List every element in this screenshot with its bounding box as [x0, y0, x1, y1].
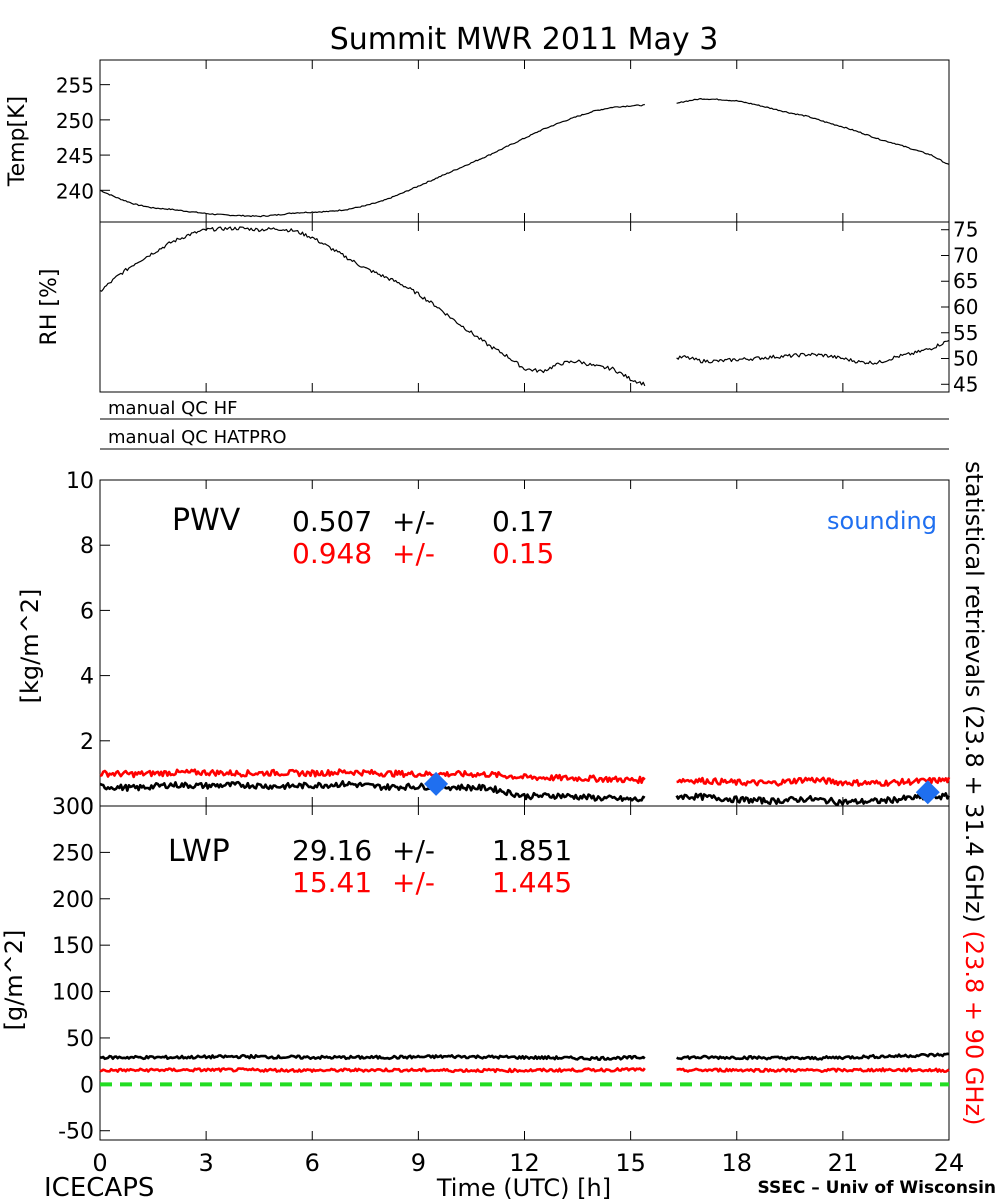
PWV-series-red-segment-1 — [99, 768, 646, 784]
time-axis-tick-label: 6 — [305, 1149, 320, 1177]
time-axis-tick-label: 18 — [721, 1149, 752, 1177]
temperature-ytick-label: 255 — [56, 74, 94, 98]
lwp-stat-black-std: 1.851 — [492, 834, 572, 867]
retrieval-side-label-black: statistical retrievals (23.8 + 31.4 GHz) — [960, 461, 988, 923]
time-axis-tick-label: 12 — [509, 1149, 540, 1177]
temperature-ticks: 240 245 250 255 — [56, 60, 950, 222]
LWP-ytick-label: 150 — [52, 934, 94, 959]
LWP-ytick-label: 250 — [52, 841, 94, 866]
PWV-sounding-marker — [424, 771, 449, 796]
LWP-series-black-segment-2 — [676, 1052, 950, 1061]
lwp-axis-label: [g/m^2] — [0, 930, 28, 1031]
PWV-series-red-segment-2 — [676, 776, 951, 787]
time-axis-tick-label: 15 — [615, 1149, 646, 1177]
manual-qc-rows: manual QC HF manual QC HATPRO — [100, 398, 949, 450]
pwv-stat-red-pm: +/- — [392, 537, 435, 570]
footer-right: SSEC – Univ of Wisconsin — [758, 1178, 996, 1198]
time-axis-tick-label: 9 — [411, 1149, 426, 1177]
sounding-legend: sounding — [827, 507, 937, 535]
temperature-series-black-segment-1 — [99, 103, 645, 218]
PWV-ytick-label: 8 — [80, 534, 94, 559]
LWP-ytick-label: 0 — [80, 1073, 94, 1098]
PWV-ytick-label: 4 — [80, 665, 94, 690]
relative_humidity-ytick-label: 75 — [953, 218, 978, 242]
relative_humidity-ytick-label: 55 — [953, 321, 978, 345]
lwp-series — [99, 1052, 950, 1087]
retrieval-side-label-red: (23.8 + 90 GHz) — [960, 931, 988, 1126]
figure-title: Summit MWR 2011 May 3 — [330, 22, 719, 57]
time-axis-tick-label: 24 — [934, 1149, 965, 1177]
LWP-ytick-label: 100 — [52, 981, 94, 1006]
temperature-ytick-label: 245 — [56, 144, 94, 168]
PWV-ytick-label: 10 — [66, 469, 94, 494]
relative_humidity-ytick-label: 60 — [953, 295, 978, 319]
temperature-panel: Temp[K] 240 245 250 255 — [5, 59, 950, 223]
x-axis-label: Time (UTC) [h] — [436, 1174, 611, 1200]
pwv-stat-red-std: 0.15 — [492, 537, 554, 570]
footer-left: ICECAPS — [44, 1173, 154, 1200]
relative_humidity-series-black-segment-1 — [99, 226, 646, 387]
LWP-series-red-segment-2 — [676, 1067, 950, 1073]
pwv-stat-black-mean: 0.507 — [292, 505, 372, 538]
PWV-series-black-segment-2 — [675, 792, 951, 806]
relative_humidity-ytick-label: 45 — [953, 372, 978, 396]
LWP-ytick-label: 300 — [52, 795, 94, 820]
lwp-annotation: LWP — [168, 834, 230, 869]
PWV-series-black-segment-1 — [99, 780, 646, 803]
pwv-ticks: 0 2 4 6 8 10 — [66, 469, 950, 820]
temperature-axis-label: Temp[K] — [5, 96, 30, 187]
pwv-stat-black-pm: +/- — [392, 505, 435, 538]
PWV-ytick-label: 2 — [80, 730, 94, 755]
rh-axis-label: RH [%] — [37, 269, 62, 346]
time-axis-ticks: 0 3 6 9 12 15 18 21 24 — [92, 1149, 964, 1177]
LWP-ytick-label: 200 — [52, 888, 94, 913]
lwp-stat-black-pm: +/- — [392, 834, 435, 867]
relative_humidity-ytick-label: 70 — [953, 243, 978, 267]
temperature-series-black-segment-2 — [676, 98, 950, 165]
temperature-ytick-label: 250 — [56, 109, 94, 133]
lwp-stat-red-pm: +/- — [392, 866, 435, 899]
pwv-series — [99, 768, 951, 806]
relative_humidity-ytick-label: 65 — [953, 269, 978, 293]
retrieval-side-label: statistical retrievals (23.8 + 31.4 GHz)… — [960, 461, 988, 1125]
pwv-axis-label: [kg/m^2] — [16, 589, 44, 704]
pwv-stat-black-std: 0.17 — [492, 505, 554, 538]
PWV-ytick-label: 0 — [80, 795, 94, 820]
relative_humidity-ytick-label: 50 — [953, 347, 978, 371]
time-axis-tick-label: 3 — [198, 1149, 213, 1177]
lwp-stat-red-std: 1.445 — [492, 866, 572, 899]
LWP-ytick-label: 50 — [66, 1027, 94, 1052]
rh-series — [99, 226, 950, 387]
temperature-ytick-label: 240 — [56, 179, 94, 203]
temperature-series — [99, 98, 950, 218]
relative_humidity-series-black-segment-2 — [676, 339, 950, 365]
qc-row-hatpro: manual QC HATPRO — [108, 427, 287, 448]
pwv-annotation: PWV — [172, 503, 241, 538]
PWV-ytick-label: 6 — [80, 599, 94, 624]
LWP-ytick-label: -50 — [58, 1120, 94, 1145]
LWP-series-red-segment-1 — [99, 1067, 646, 1074]
PWV-sounding-marker — [915, 780, 940, 805]
time-axis-tick-label: 0 — [92, 1149, 107, 1177]
lwp-stat-red-mean: 15.41 — [292, 866, 372, 899]
pwv-panel: [kg/m^2] 0 2 4 6 8 10 PWV 0.507 +/- 0.17 0.94… — [16, 469, 951, 820]
LWP-series-black-segment-1 — [99, 1053, 646, 1061]
qc-row-hf: manual QC HF — [108, 398, 237, 419]
pwv-stat-red-mean: 0.948 — [292, 537, 372, 570]
time-axis-tick-label: 21 — [828, 1149, 859, 1177]
lwp-stat-black-mean: 29.16 — [292, 834, 372, 867]
